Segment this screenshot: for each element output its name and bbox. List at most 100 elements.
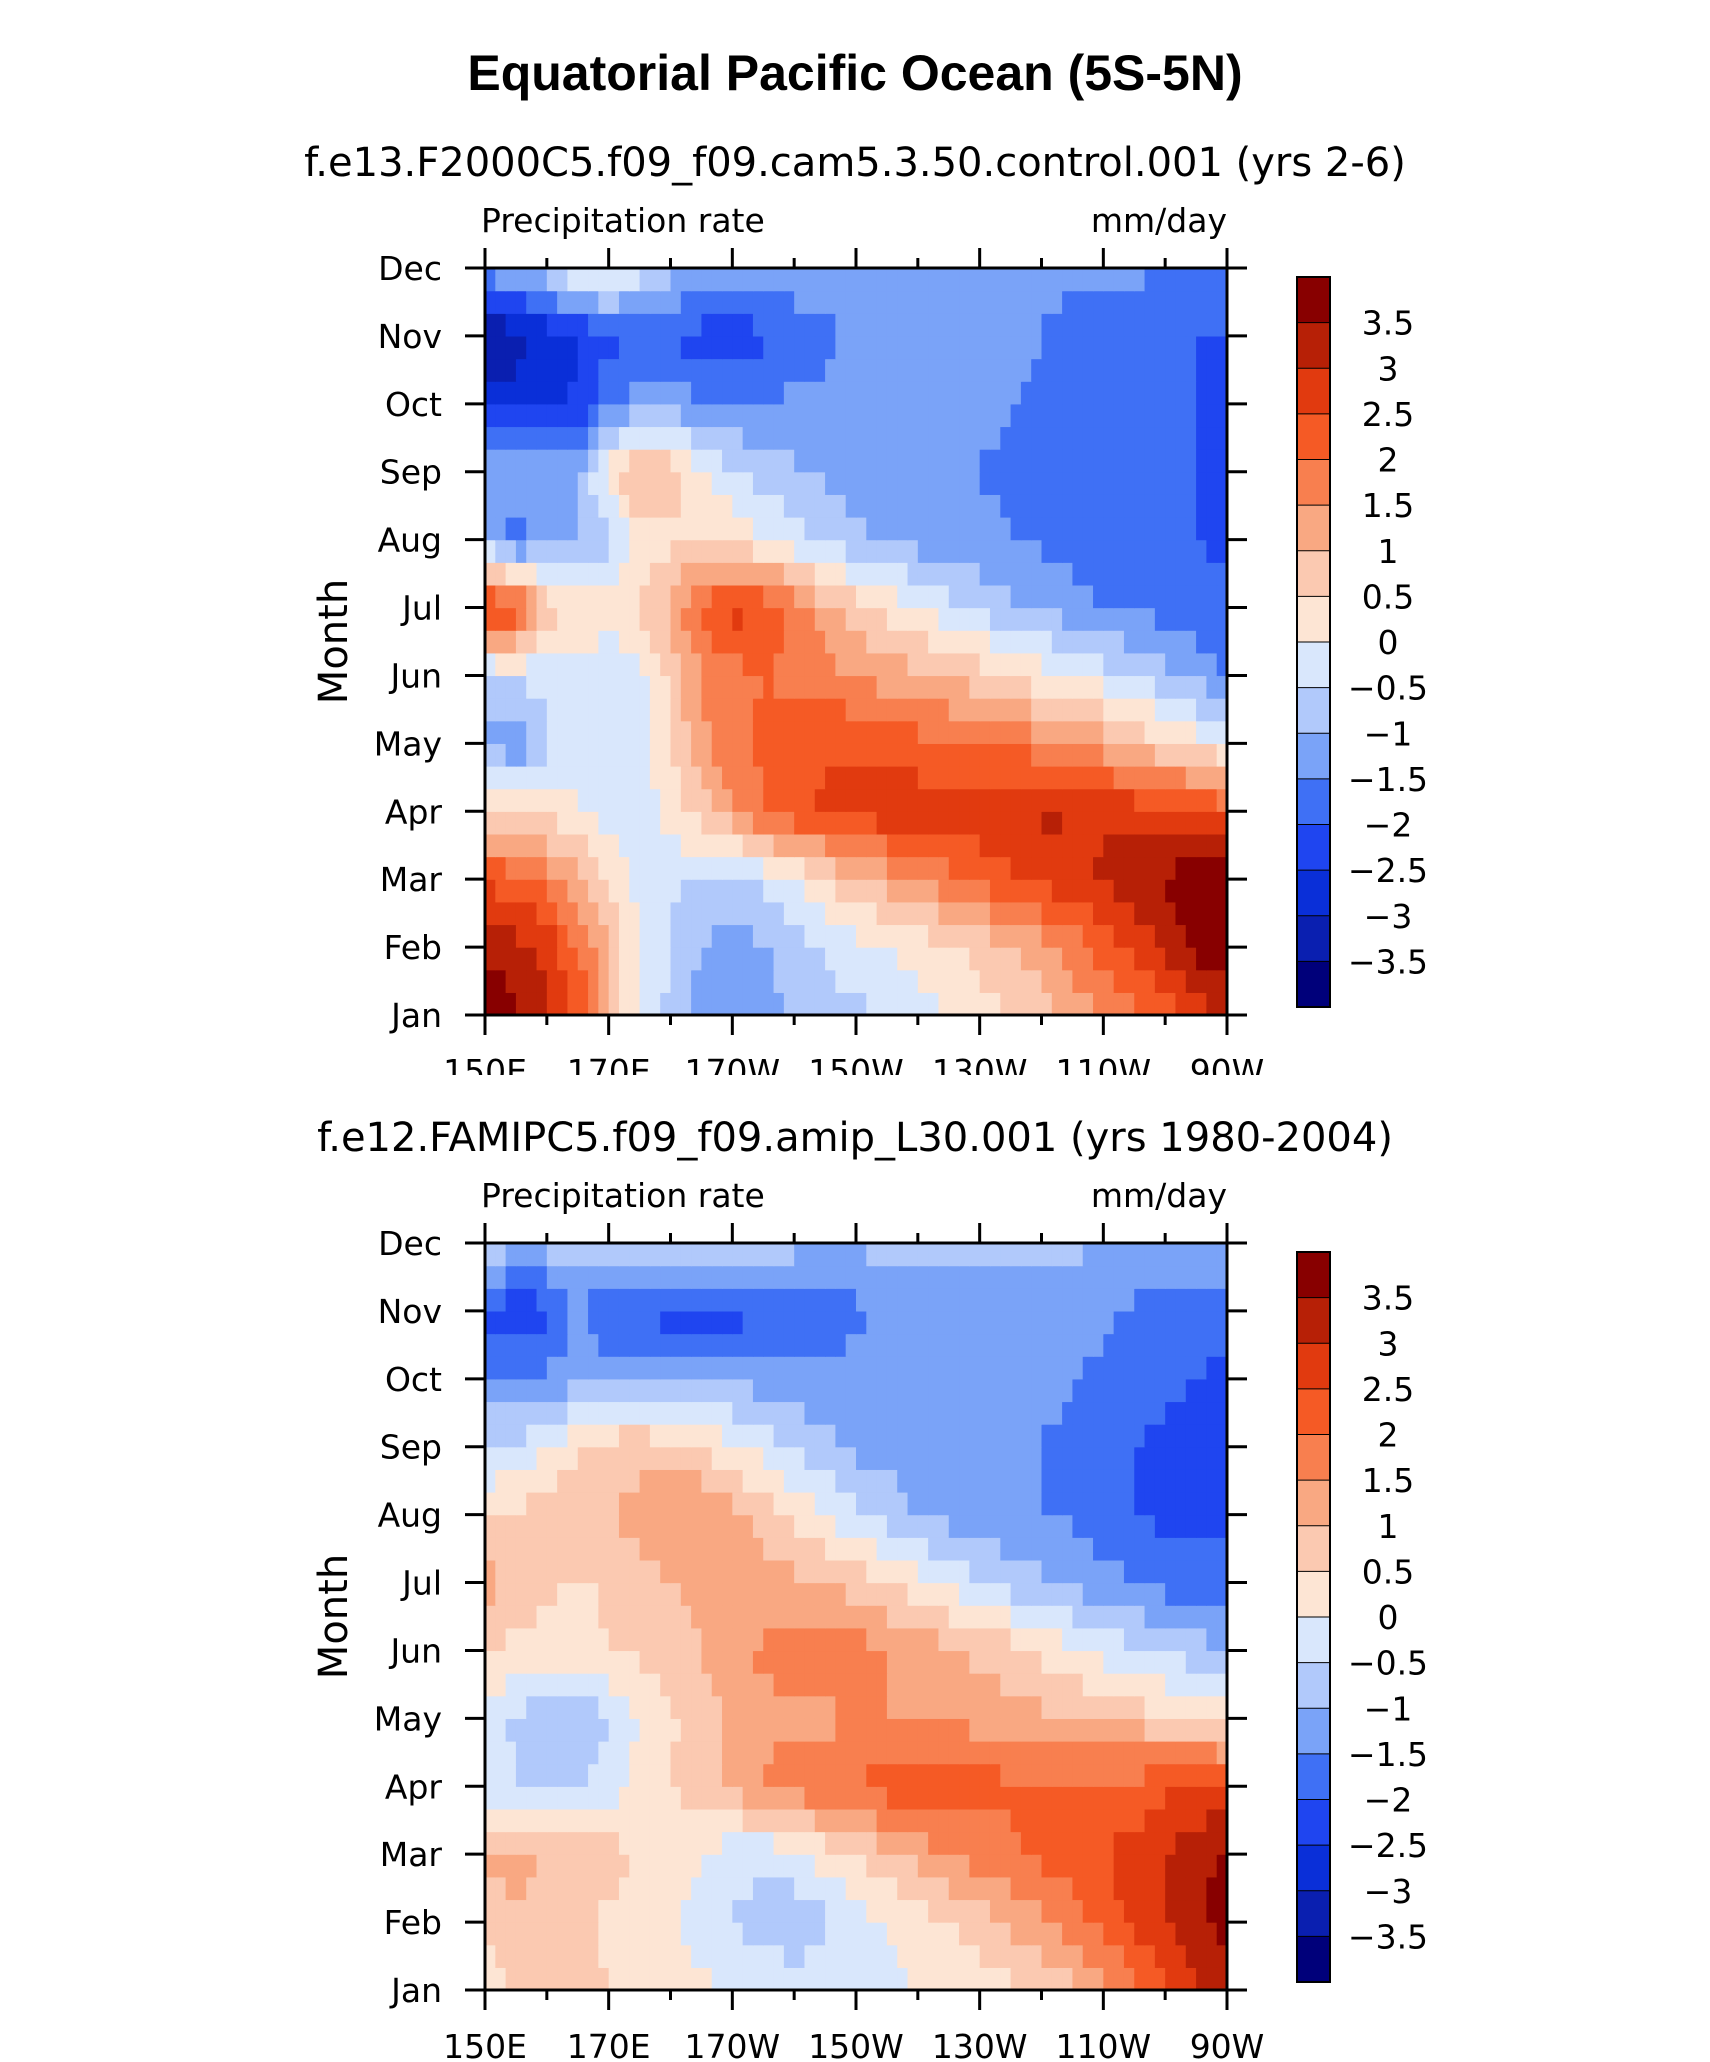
- heatmap-cell: [495, 335, 507, 360]
- y-tick-label: Dec: [378, 249, 442, 288]
- heatmap-cell: [989, 1605, 1001, 1629]
- heatmap-cell: [845, 879, 857, 903]
- heatmap-cell: [691, 811, 703, 835]
- heatmap-cell: [711, 1446, 723, 1470]
- heatmap-cell: [856, 1922, 867, 1946]
- heatmap-cell: [567, 720, 579, 744]
- heatmap-cell: [1093, 426, 1104, 450]
- heatmap-cell: [1051, 1582, 1063, 1606]
- heatmap-cell: [670, 1537, 682, 1561]
- heatmap-cell: [1134, 313, 1146, 337]
- heatmap-cell: [1185, 1831, 1197, 1855]
- colorbar-frame: [1296, 276, 1331, 1008]
- heatmap-cell: [567, 1854, 579, 1878]
- heatmap-cell: [680, 1469, 692, 1493]
- heatmap-cell: [959, 358, 970, 382]
- heatmap-cell: [588, 335, 599, 360]
- heatmap-cell: [680, 494, 692, 518]
- heatmap-cell: [917, 1854, 929, 1878]
- heatmap-cell: [505, 1718, 517, 1742]
- heatmap-cell: [1000, 607, 1012, 631]
- heatmap-cell: [1216, 1446, 1228, 1470]
- heatmap-cell: [711, 720, 723, 744]
- heatmap-cell: [959, 833, 970, 858]
- heatmap-cell: [660, 698, 672, 722]
- heatmap-cell: [629, 1310, 641, 1335]
- heatmap-cell: [1020, 1718, 1032, 1742]
- heatmap-cell: [1154, 1582, 1166, 1606]
- heatmap-cell: [1185, 358, 1197, 382]
- heatmap-cell: [969, 584, 981, 609]
- heatmap-cell: [515, 471, 527, 495]
- heatmap-cell: [1154, 652, 1166, 677]
- heatmap-cell: [680, 1922, 692, 1946]
- heatmap-cell: [989, 1310, 1001, 1335]
- heatmap-cell: [773, 1537, 785, 1561]
- heatmap-cell: [845, 833, 857, 858]
- heatmap-cell: [835, 833, 847, 858]
- heatmap-cell: [1154, 1310, 1166, 1335]
- heatmap-cell: [783, 1333, 795, 1357]
- heatmap-cell: [845, 562, 857, 586]
- heatmap-cell: [691, 698, 703, 722]
- heatmap-cell: [1031, 652, 1043, 677]
- heatmap-cell: [1093, 449, 1104, 473]
- heatmap-cell: [577, 1446, 589, 1470]
- heatmap-cell: [1144, 947, 1156, 971]
- heatmap-cell: [825, 1492, 836, 1516]
- heatmap-cell: [1000, 335, 1012, 360]
- heatmap-cell: [794, 1627, 806, 1652]
- heatmap-cell: [989, 1627, 1001, 1652]
- heatmap-cell: [866, 1899, 878, 1923]
- heatmap-cell: [959, 517, 970, 541]
- heatmap-cell: [835, 358, 847, 382]
- heatmap-cell: [959, 1673, 970, 1697]
- heatmap-cell: [1144, 1718, 1156, 1742]
- heatmap-cell: [969, 1967, 981, 1991]
- heatmap-cell: [732, 924, 744, 948]
- heatmap-cell: [567, 539, 579, 563]
- heatmap-cell: [928, 1446, 940, 1470]
- heatmap-cell: [649, 992, 661, 1016]
- heatmap-cell: [989, 1741, 1001, 1765]
- heatmap-cell: [567, 1310, 579, 1335]
- heatmap-cell: [897, 1265, 909, 1289]
- heatmap-cell: [1165, 1650, 1177, 1674]
- heatmap-cell: [546, 743, 558, 767]
- heatmap-cell: [1010, 268, 1022, 292]
- heatmap-cell: [783, 539, 795, 563]
- heatmap-cell: [1216, 766, 1228, 790]
- heatmap-cell: [959, 675, 970, 699]
- heatmap-cell: [557, 630, 569, 654]
- heatmap-cell: [536, 743, 548, 767]
- heatmap-cell: [1113, 1424, 1125, 1448]
- heatmap-cell: [845, 947, 857, 971]
- heatmap-cell: [1031, 856, 1043, 880]
- heatmap-cell: [814, 539, 826, 563]
- heatmap-cell: [1206, 1899, 1218, 1923]
- heatmap-cell: [546, 1582, 558, 1606]
- heatmap-cell: [639, 1944, 651, 1968]
- y-tick-label: Mar: [380, 860, 443, 899]
- heatmap-cell: [928, 1673, 940, 1697]
- y-tick-label: Feb: [384, 928, 442, 967]
- heatmap-cell: [670, 1310, 682, 1335]
- heatmap-cell: [711, 1695, 723, 1719]
- heatmap-cell: [536, 901, 548, 926]
- heatmap-cell: [1216, 1854, 1228, 1878]
- heatmap-cell: [1113, 584, 1125, 609]
- y-tick-label: Apr: [385, 792, 443, 831]
- heatmap-cell: [886, 426, 898, 450]
- heatmap-cell: [1113, 607, 1125, 631]
- heatmap-cell: [1154, 562, 1166, 586]
- heatmap-cell: [1206, 879, 1218, 903]
- heatmap-cell: [886, 290, 898, 314]
- heatmap-cell: [1010, 1582, 1022, 1606]
- heatmap-cell: [701, 1310, 713, 1335]
- heatmap-cell: [938, 969, 950, 993]
- heatmap-cell: [577, 1310, 589, 1335]
- heatmap-cell: [928, 358, 940, 382]
- heatmap-cell: [979, 1378, 991, 1403]
- heatmap-cell: [711, 969, 723, 993]
- heatmap-cell: [1062, 1695, 1074, 1719]
